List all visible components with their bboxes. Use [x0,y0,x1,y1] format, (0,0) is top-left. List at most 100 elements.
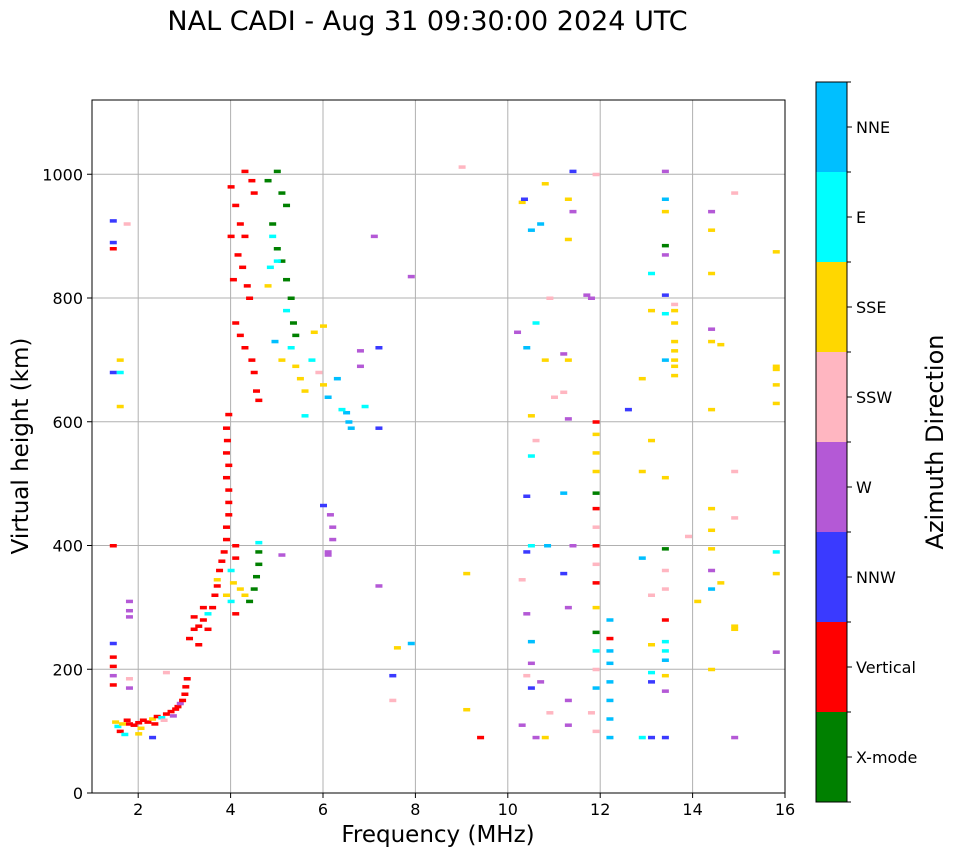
echo-point [671,339,679,344]
echo-point [564,605,572,610]
echo-point [708,547,716,551]
echo-point [592,525,600,529]
echo-point [661,689,669,693]
echo-point [661,547,669,551]
data-points [109,165,780,740]
echo-point [356,349,364,353]
echo-point [158,716,166,720]
echo-point [661,253,669,257]
echo-point [326,513,334,517]
echo-point [347,426,355,430]
echo-point [241,346,249,350]
echo-point [225,513,233,517]
echo-point [523,612,531,616]
x-tick-label: 4 [226,800,236,819]
echo-point [564,698,572,703]
echo-point [731,627,739,632]
echo-point [310,330,318,335]
echo-point [232,544,240,548]
echo-point [370,234,378,239]
echo-point [329,525,337,529]
echo-point [356,364,364,369]
echo-point [324,553,332,557]
echo-point [269,222,277,226]
echo-point [648,271,656,276]
echo-point [638,469,646,474]
echo-point [236,222,244,226]
echo-point [229,277,237,282]
colorbar-segment [816,622,847,712]
echo-point [225,500,233,505]
echo-point [222,593,230,597]
echo-point [671,308,679,313]
echo-point [527,228,535,232]
colorbar-segment [816,262,847,352]
echo-point [292,333,300,338]
echo-point [283,277,291,282]
echo-point [213,578,221,582]
echo-point [248,178,256,183]
echo-point [717,581,725,585]
echo-point [569,209,577,214]
echo-point [407,641,415,646]
echo-point [564,417,572,421]
echo-point [116,358,124,362]
echo-point [209,605,217,610]
echo-point [544,544,552,548]
echo-point [564,723,572,727]
echo-point [514,330,522,335]
echo-point [225,488,233,492]
echo-point [772,250,780,254]
echo-point [183,677,191,681]
echo-point [287,296,295,300]
echo-point [606,680,614,684]
y-tick-label: 400 [52,537,83,556]
echo-point [560,390,568,395]
echo-point [551,395,558,399]
echo-point [523,346,531,350]
echo-point [527,454,535,458]
echo-point [269,234,277,239]
echo-point [772,383,780,387]
echo-point [684,534,692,539]
colorbar-segment [816,712,847,802]
echo-point [151,722,159,726]
echo-point [537,222,545,226]
x-tick-label: 8 [410,800,420,819]
echo-point [638,556,646,560]
echo-point [216,568,224,573]
echo-point [227,234,235,239]
echo-point [606,661,614,666]
echo-point [227,599,235,604]
colorbar-segment [816,532,847,622]
echo-point [253,574,261,579]
echo-point [182,685,190,689]
echo-point [592,544,600,548]
echo-point [125,677,133,681]
echo-point [123,718,131,722]
echo-point [661,658,669,662]
echo-point [731,191,739,195]
echo-point [532,321,540,325]
echo-point [160,718,168,722]
echo-point [546,296,554,300]
echo-point [592,729,600,734]
echo-point [116,370,124,375]
echo-point [772,401,780,406]
echo-point [671,364,679,369]
echo-point [223,438,231,443]
y-tick-label: 0 [73,784,83,803]
echo-point [661,568,669,573]
echo-point [320,503,327,508]
echo-point [661,618,669,622]
echo-point [661,197,669,201]
echo-point [227,185,235,189]
x-tick-label: 12 [590,800,610,819]
echo-point [648,680,656,684]
colorbar-frame [815,81,848,803]
echo-point [671,349,679,353]
echo-point [225,412,233,417]
echo-point [125,599,133,604]
colorbar-segment [816,172,847,262]
